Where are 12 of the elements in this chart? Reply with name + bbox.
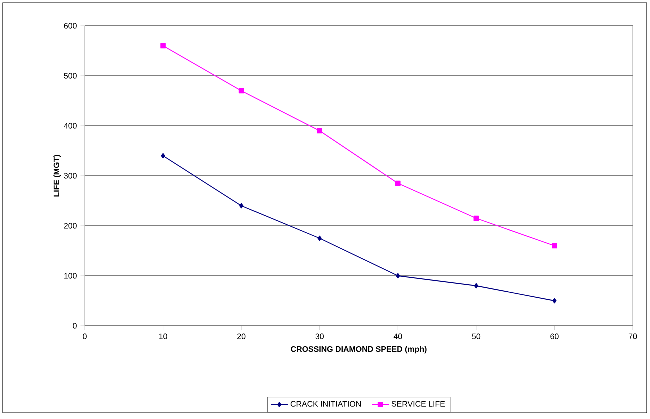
point [239, 203, 244, 209]
point [474, 216, 480, 222]
point [552, 243, 558, 249]
point [161, 153, 166, 159]
point [317, 128, 323, 134]
point [238, 88, 244, 94]
point [552, 298, 557, 304]
point [318, 236, 322, 242]
point [395, 180, 401, 186]
point [160, 43, 166, 49]
point [396, 273, 400, 279]
point [474, 283, 479, 289]
